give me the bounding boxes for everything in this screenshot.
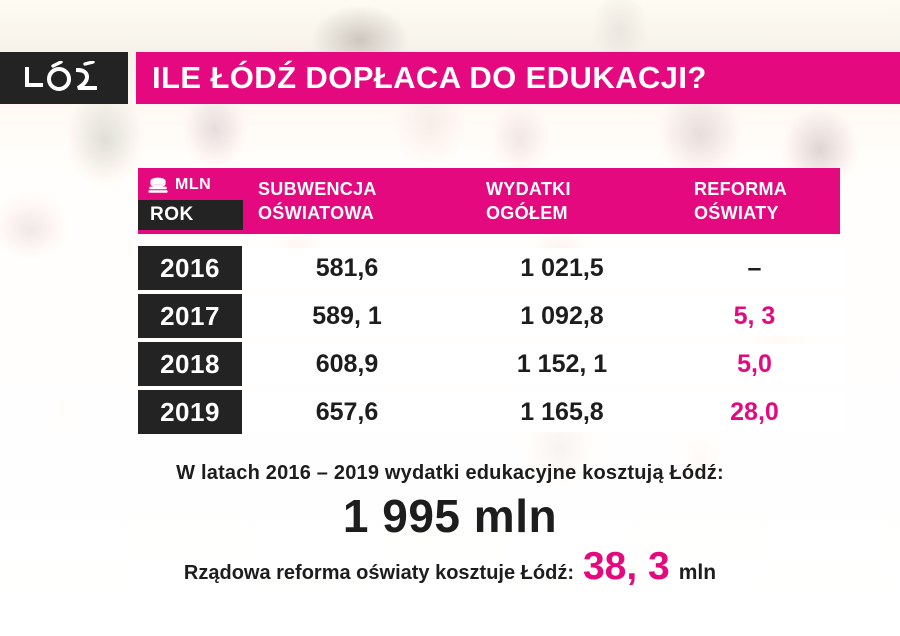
summary-reform-value: 38, 3 xyxy=(582,545,670,588)
column-header-wydatki-line1: WYDATKI xyxy=(486,179,571,199)
cell-wydatki: 1 021,5 xyxy=(520,253,604,282)
year-column-header: ROK xyxy=(138,200,243,230)
column-header-subwencja: SUBWENCJA OŚWIATOWA xyxy=(258,177,377,225)
cell-reforma: 28,0 xyxy=(730,397,779,426)
summary-total: 1 995 mln xyxy=(342,490,558,542)
unit-label: MLN xyxy=(175,176,212,193)
table-header-row: MLN ROK SUBWENCJA OŚWIATOWA WYDATKI OGÓŁ… xyxy=(138,168,840,234)
table-row: 2017 589, 1 1 092,8 5, 3 xyxy=(0,294,900,338)
cell-subwencja: 581,6 xyxy=(315,253,379,282)
row-year: 2018 xyxy=(138,342,242,386)
cell-subwencja: 608,9 xyxy=(315,349,379,378)
summary-block: W latach 2016 – 2019 wydatki edukacyjne … xyxy=(0,462,900,589)
summary-reform-label: Rządowa reforma oświaty kosztuje Łódź: xyxy=(183,562,574,584)
row-year: 2017 xyxy=(138,294,242,338)
row-cells: 657,6 1 165,8 28,0 xyxy=(242,392,845,432)
cell-reforma: – xyxy=(747,253,762,282)
row-cells: 581,6 1 021,5 – xyxy=(242,248,845,288)
unit-label-group: MLN xyxy=(148,176,211,194)
summary-line-3: Rządowa reforma oświaty kosztuje Łódź: 3… xyxy=(0,545,900,589)
column-header-reforma: REFORMA OŚWIATY xyxy=(694,177,787,225)
summary-reform-unit: mln xyxy=(678,561,717,584)
column-header-wydatki-line2: OGÓŁEM xyxy=(486,203,568,223)
lodz-logo-box xyxy=(0,52,128,104)
column-header-subwencja-line2: OŚWIATOWA xyxy=(258,203,375,223)
cell-reforma: 5,0 xyxy=(737,349,772,378)
title-bar: ILE ŁÓDŹ DOPŁACA DO EDUKACJI? xyxy=(136,52,900,104)
lodz-city-logo-icon xyxy=(25,61,97,91)
summary-line-1: W latach 2016 – 2019 wydatki edukacyjne … xyxy=(176,462,724,484)
row-cells: 608,9 1 152, 1 5,0 xyxy=(242,344,845,384)
cell-wydatki: 1 152, 1 xyxy=(516,349,608,378)
cell-reforma: 5, 3 xyxy=(733,301,776,330)
table-row: 2018 608,9 1 152, 1 5,0 xyxy=(0,342,900,386)
money-stack-icon xyxy=(148,177,168,193)
cell-subwencja: 657,6 xyxy=(315,397,379,426)
row-year: 2016 xyxy=(138,246,242,290)
column-header-reforma-line2: OŚWIATY xyxy=(694,203,779,223)
year-column-label: ROK xyxy=(150,204,194,225)
cell-wydatki: 1 092,8 xyxy=(520,301,604,330)
table-row: 2016 581,6 1 021,5 – xyxy=(0,246,900,290)
table-row: 2019 657,6 1 165,8 28,0 xyxy=(0,390,900,434)
cell-wydatki: 1 165,8 xyxy=(520,397,604,426)
data-table: MLN ROK SUBWENCJA OŚWIATOWA WYDATKI OGÓŁ… xyxy=(0,168,900,438)
cell-subwencja: 589, 1 xyxy=(312,301,382,330)
page-title: ILE ŁÓDŹ DOPŁACA DO EDUKACJI? xyxy=(152,60,707,95)
row-year: 2019 xyxy=(138,390,242,434)
column-header-subwencja-line1: SUBWENCJA xyxy=(258,179,377,199)
row-cells: 589, 1 1 092,8 5, 3 xyxy=(242,296,845,336)
column-header-wydatki: WYDATKI OGÓŁEM xyxy=(486,177,571,225)
column-header-reforma-line1: REFORMA xyxy=(694,179,788,199)
